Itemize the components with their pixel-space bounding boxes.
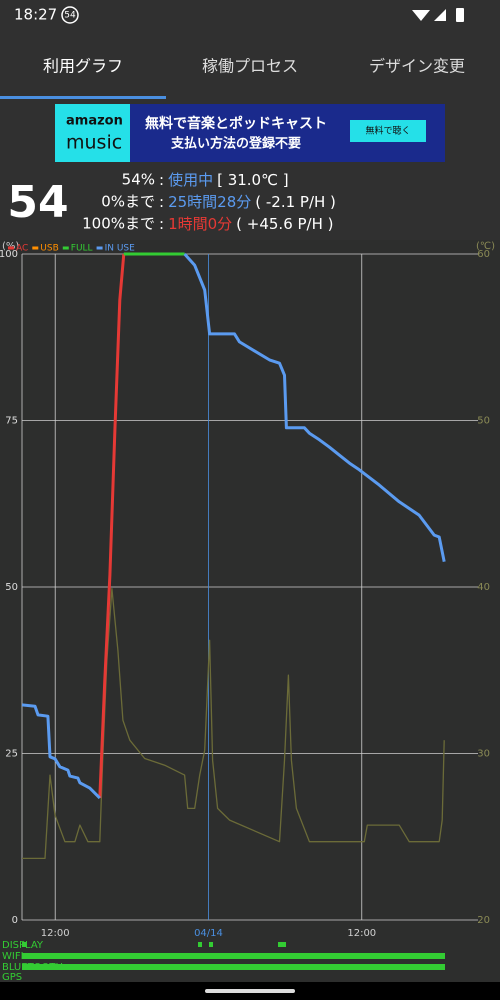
series-line <box>98 253 126 799</box>
tab[interactable]: デザイン変更 <box>369 57 465 76</box>
series-line <box>21 253 446 800</box>
ad-logo-bg <box>55 104 130 162</box>
strip-bar <box>22 942 26 947</box>
info-label: 54% <box>122 171 155 189</box>
info-label: 0%まで <box>101 193 155 211</box>
strip-bar <box>22 964 445 970</box>
time: 1時間0分 <box>168 215 232 233</box>
strip-bar <box>22 953 445 959</box>
y-tick-label: 50 <box>5 582 18 593</box>
y2-tick-label: 20 <box>477 915 490 926</box>
info-line: : 使用中[ 31.0℃ ] <box>159 171 289 189</box>
y2-axis-label: (℃) <box>476 241 495 252</box>
rate: ( +45.6 P/H ) <box>236 215 333 233</box>
battery-level: 54 <box>7 177 68 228</box>
y-tick-label: 25 <box>5 749 18 760</box>
x-tick-label: 12:00 <box>347 928 376 939</box>
strip-label: WIFI <box>2 951 24 962</box>
legend-label: USB <box>40 244 58 254</box>
temp: [ 31.0℃ ] <box>217 171 288 189</box>
strip-bar <box>278 942 286 947</box>
tab-indicator <box>0 96 166 99</box>
battery-icon <box>456 8 464 22</box>
x-tick-label: 04/14 <box>194 928 223 939</box>
y2-tick-label: 50 <box>477 416 490 427</box>
strip-bar <box>209 942 213 947</box>
ad-button[interactable] <box>350 120 426 142</box>
sep: : <box>159 193 164 211</box>
series-line <box>22 588 445 860</box>
y-tick-label: 75 <box>5 416 18 427</box>
x-tick-label: 12:00 <box>41 928 70 939</box>
strip-bar <box>198 942 202 947</box>
strip-label: GPS <box>2 972 22 983</box>
y2-tick-label: 40 <box>477 582 490 593</box>
ad-button-label: 無料で聴く <box>365 125 410 137</box>
y2-tick-label: 30 <box>477 749 490 760</box>
badge-ring <box>61 6 79 24</box>
time: 25時間28分 <box>168 193 251 211</box>
ad-brand: amazon <box>66 114 123 129</box>
ad-text: 無料で音楽とポッドキャスト <box>145 115 327 132</box>
sep: : <box>159 171 164 189</box>
legend-label: IN USE <box>105 244 136 254</box>
y2-tick-label: 60 <box>477 249 490 260</box>
clock: 18:27 <box>14 6 57 24</box>
state: 使用中 <box>168 171 213 189</box>
tab[interactable]: 稼働プロセス <box>202 57 298 76</box>
chart: 0 25 50 75 100 20 30 40 50 60 12:00 04/14 12:00 AC USB… <box>0 244 490 940</box>
legend-label: FULL <box>71 244 93 254</box>
badge: 54 <box>64 11 76 21</box>
y-tick-label: 0 <box>12 915 18 926</box>
y-tick-label: 100 <box>0 249 18 260</box>
rate: ( -2.1 P/H ) <box>255 193 336 211</box>
info-line: :1時間0分( +45.6 P/H ) <box>159 215 334 233</box>
legend-label: AC <box>16 244 28 254</box>
info-line: :25時間28分( -2.1 P/H ) <box>159 193 336 211</box>
ad-text: 支払い方法の登録不要 <box>170 136 301 152</box>
tab[interactable]: 利用グラフ <box>43 57 123 76</box>
home-pill[interactable] <box>205 989 295 993</box>
signal-icon <box>434 9 446 21</box>
ad-brand: music <box>66 132 122 154</box>
info-label: 100%まで <box>82 215 155 233</box>
wifi-icon <box>412 10 430 21</box>
sep: : <box>159 215 164 233</box>
